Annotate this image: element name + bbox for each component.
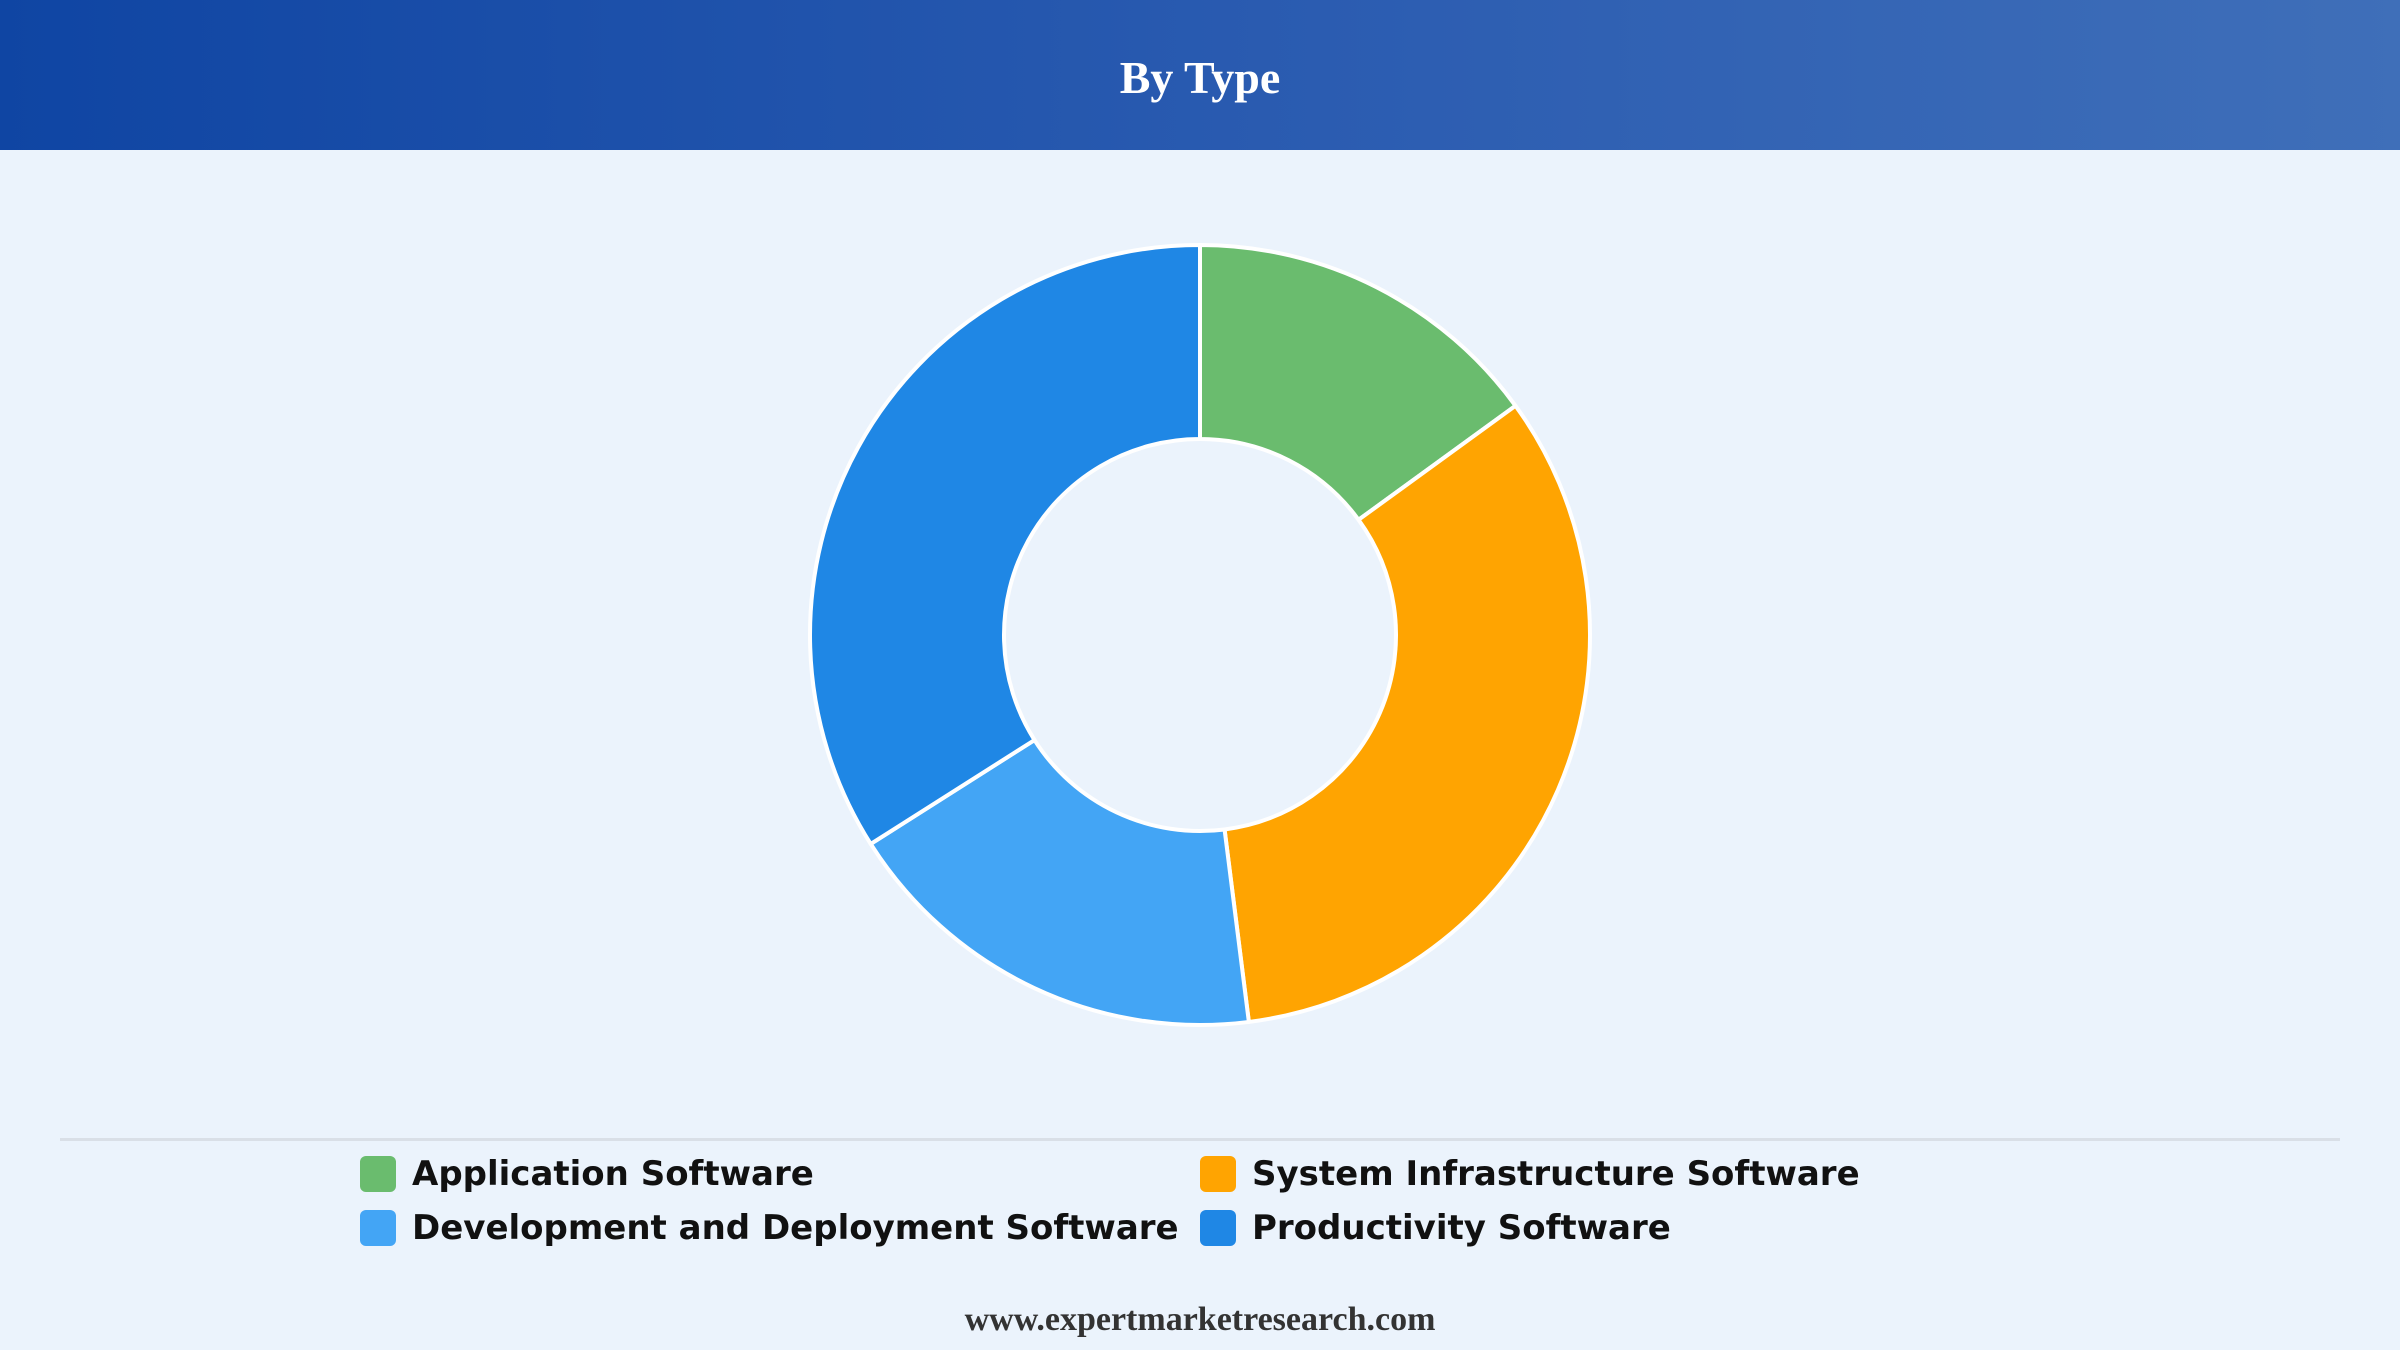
slice-development-and-deployment-software — [868, 738, 1251, 1027]
source-url: www.expertmarketresearch.com — [964, 1301, 1436, 1338]
header-banner: By Type — [0, 0, 2400, 150]
legend-label-development-and-deployment-software: Development and Deployment Software — [412, 1208, 1179, 1248]
slice-application-software — [1198, 243, 1518, 522]
legend-label-application-software: Application Software — [412, 1154, 814, 1194]
legend-label-system-infrastructure-software: System Infrastructure Software — [1252, 1154, 1860, 1194]
chart-title: By Type — [1119, 52, 1281, 103]
legend-swatch-productivity-software — [1200, 1210, 1236, 1246]
legend-item-development-and-deployment-software: Development and Deployment Software — [360, 1206, 1179, 1250]
legend: Application Software System Infrastructu… — [360, 1152, 1860, 1262]
donut-slices — [808, 243, 1592, 1027]
legend-divider — [60, 1138, 2340, 1141]
slice-productivity-software — [808, 243, 1202, 846]
legend-item-productivity-software: Productivity Software — [1200, 1206, 1671, 1250]
donut-chart — [808, 243, 1592, 1027]
legend-swatch-system-infrastructure-software — [1200, 1156, 1236, 1192]
legend-swatch-application-software — [360, 1156, 396, 1192]
legend-item-system-infrastructure-software: System Infrastructure Software — [1200, 1152, 1860, 1196]
legend-item-application-software: Application Software — [360, 1152, 814, 1196]
legend-swatch-development-and-deployment-software — [360, 1210, 396, 1246]
slice-system-infrastructure-software — [1222, 403, 1592, 1024]
legend-label-productivity-software: Productivity Software — [1252, 1208, 1671, 1248]
